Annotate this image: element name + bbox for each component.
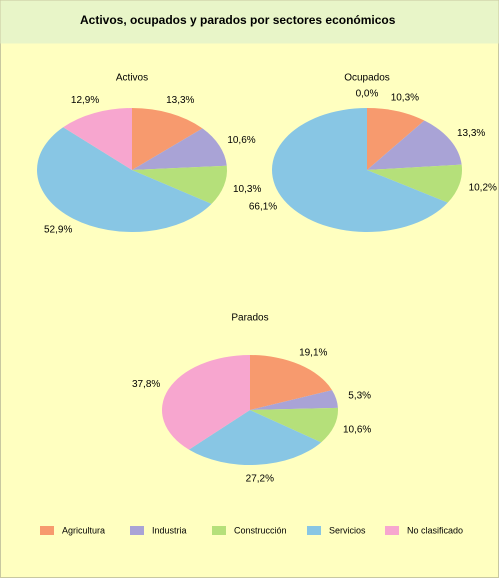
value-label: 52,9% xyxy=(44,224,72,235)
legend-swatch xyxy=(130,526,144,535)
pie-slice xyxy=(132,108,203,170)
legend-swatch xyxy=(40,526,54,535)
pie-slice xyxy=(161,355,250,450)
pie-slice xyxy=(250,407,338,443)
value-label: 10,6% xyxy=(227,135,255,146)
value-label: 37,8% xyxy=(132,379,160,390)
value-label: 12,9% xyxy=(71,95,99,106)
value-label: 10,3% xyxy=(233,184,261,195)
pie-slice xyxy=(132,165,228,204)
legend-swatch xyxy=(385,526,399,535)
value-label: 66,1% xyxy=(249,202,277,213)
pie-slice xyxy=(63,108,132,170)
legend-label: Servicios xyxy=(329,525,366,535)
pie-slice xyxy=(132,128,227,170)
value-label: 13,3% xyxy=(166,95,194,106)
value-label: 0,0% xyxy=(356,89,379,100)
legend-label: Industria xyxy=(152,525,187,535)
pie-slice xyxy=(367,120,462,170)
value-label: 19,1% xyxy=(299,348,327,359)
page-title: Activos, ocupados y parados por sectores… xyxy=(80,13,396,27)
legend-swatch xyxy=(212,526,226,535)
legend-label: Construcción xyxy=(234,525,287,535)
value-label: 10,3% xyxy=(391,93,419,104)
value-label: 10,6% xyxy=(343,425,371,436)
legend-label: No clasificado xyxy=(407,525,463,535)
value-label: 27,2% xyxy=(246,473,274,484)
value-label: 13,3% xyxy=(457,128,485,139)
legend-label: Agricultura xyxy=(62,525,105,535)
pie-slice xyxy=(271,108,448,232)
pie-slice xyxy=(250,355,333,410)
pie-slice xyxy=(367,108,425,170)
header xyxy=(0,0,499,44)
pie-slice xyxy=(250,390,338,410)
pie-title: Ocupados xyxy=(344,73,390,84)
pie-slice xyxy=(367,164,463,203)
legend-swatch xyxy=(307,526,321,535)
pie-title: Parados xyxy=(231,313,268,324)
value-label: 5,3% xyxy=(348,391,371,402)
pie-slice xyxy=(37,127,212,232)
value-label: 10,2% xyxy=(469,182,497,193)
pie-slice xyxy=(188,410,322,465)
pie-title: Activos xyxy=(116,73,148,84)
